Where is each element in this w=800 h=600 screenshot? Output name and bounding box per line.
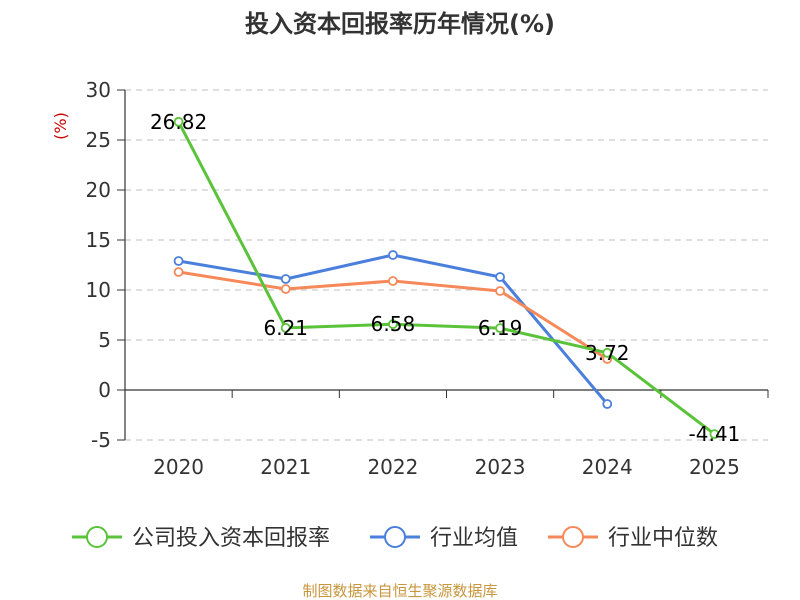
x-tick-label: 2021: [260, 455, 311, 479]
y-tick-label: 5: [98, 328, 111, 352]
data-label: 6.21: [263, 316, 308, 340]
data-point[interactable]: [388, 250, 398, 260]
data-point[interactable]: [495, 286, 505, 296]
y-tick-label: 20: [86, 178, 111, 202]
legend-item[interactable]: 行业中位数: [548, 526, 718, 551]
data-point[interactable]: [280, 274, 291, 284]
y-tick-label: 30: [86, 78, 111, 102]
legend-marker: [562, 526, 584, 548]
data-point[interactable]: [280, 322, 291, 333]
data-point[interactable]: [388, 276, 398, 286]
data-label: -4.41: [689, 422, 741, 446]
legend[interactable]: 公司投入资本回报率 行业均值 行业中位数: [72, 526, 718, 551]
legend-label: 行业中位数: [608, 526, 718, 551]
axes: 30 25 20 15 10 5 0 -5 2020 2021 2022 2023 2024 2025: [86, 78, 769, 479]
series-line: [177, 121, 716, 436]
data-point[interactable]: [280, 284, 291, 294]
data-label: 3.72: [585, 341, 630, 365]
data-point[interactable]: [173, 267, 184, 277]
source-note: 制图数据来自恒生聚源数据库: [302, 582, 497, 600]
legend-label: 行业均值: [430, 526, 518, 551]
y-tick-label: 10: [86, 278, 111, 302]
data-label: 6.19: [478, 316, 523, 340]
data-label: 26.82: [150, 110, 207, 134]
series-lines: [173, 116, 720, 440]
y-tick-label: -5: [91, 428, 111, 452]
grid-lines: [125, 89, 768, 441]
data-point[interactable]: [495, 272, 505, 282]
data-point[interactable]: [602, 347, 613, 358]
legend-item[interactable]: 公司投入资本回报率: [72, 526, 330, 551]
data-point[interactable]: [495, 323, 505, 334]
y-tick-label: 15: [86, 228, 111, 252]
data-label: 6.58: [371, 312, 416, 336]
y-axis-unit-label: (%): [51, 112, 70, 140]
data-point[interactable]: [388, 319, 398, 330]
data-point[interactable]: [173, 256, 184, 266]
data-point[interactable]: [173, 116, 184, 127]
chart-title: 投入资本回报率历年情况(%): [245, 10, 555, 38]
x-tick-label: 2024: [582, 455, 633, 479]
legend-marker: [86, 526, 108, 548]
x-tick-label: 2025: [689, 455, 740, 479]
y-tick-label: 0: [98, 378, 111, 402]
data-point[interactable]: [602, 399, 613, 409]
legend-marker: [384, 526, 406, 548]
x-tick-label: 2023: [475, 455, 526, 479]
data-point[interactable]: [709, 429, 720, 440]
data-labels: 26.82 6.21 6.58 6.19 3.72 -4.41: [150, 110, 740, 446]
y-tick-label: 25: [86, 128, 111, 152]
x-tick-label: 2022: [367, 455, 418, 479]
x-tick-label: 2020: [153, 455, 204, 479]
legend-item[interactable]: 行业均值: [370, 526, 518, 551]
legend-label: 公司投入资本回报率: [132, 526, 330, 551]
